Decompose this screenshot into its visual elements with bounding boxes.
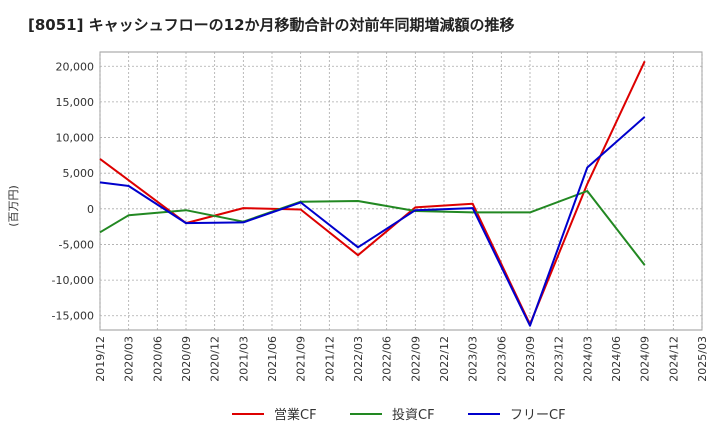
- y-tick-label: 0: [87, 203, 94, 216]
- y-tick-label: 15,000: [56, 96, 95, 109]
- y-tick-label: -15,000: [52, 310, 94, 323]
- x-tick-label: 2021/09: [295, 336, 308, 382]
- legend-label: フリーCF: [510, 408, 566, 423]
- x-tick-label: 2020/06: [151, 336, 164, 382]
- y-tick-label: 10,000: [56, 132, 95, 145]
- y-tick-label: -10,000: [52, 274, 94, 287]
- x-tick-label: 2022/12: [438, 336, 451, 382]
- legend-label: 営業CF: [274, 407, 317, 423]
- x-axis: 2019/12 2020/03 2020/06 2020/09 2020/12 2021/…: [94, 336, 709, 382]
- legend: 営業CF 投資CF フリーCF: [232, 407, 566, 423]
- x-tick-label: 2024/12: [667, 336, 680, 382]
- x-tick-label: 2024/06: [610, 336, 623, 382]
- y-tick-label: 20,000: [56, 60, 95, 73]
- x-tick-label: 2020/12: [209, 336, 222, 382]
- legend-item: フリーCF: [468, 408, 566, 423]
- y-axis-label: (百万円): [7, 185, 20, 227]
- grid: [99, 52, 703, 330]
- x-tick-label: 2020/09: [180, 336, 193, 382]
- x-tick-label: 2024/03: [581, 336, 594, 382]
- x-tick-label: 2019/12: [94, 336, 107, 382]
- y-tick-label: -5,000: [59, 238, 94, 251]
- chart-title: [8051] キャッシュフローの12か月移動合計の対前年同期増減額の推移: [28, 16, 515, 34]
- legend-label: 投資CF: [392, 407, 435, 423]
- legend-item: 営業CF: [232, 407, 317, 423]
- x-tick-label: 2021/12: [323, 336, 336, 382]
- y-tick-label: 5,000: [63, 167, 95, 180]
- x-tick-label: 2024/09: [639, 336, 652, 382]
- x-tick-label: 2023/12: [553, 336, 566, 382]
- x-tick-label: 2022/06: [381, 336, 394, 382]
- x-tick-label: 2022/03: [352, 336, 365, 382]
- legend-item: 投資CF: [350, 407, 435, 423]
- x-tick-label: 2022/09: [409, 336, 422, 382]
- x-tick-label: 2023/09: [524, 336, 537, 382]
- plot-area: [99, 51, 703, 331]
- x-tick-label: 2023/06: [495, 336, 508, 382]
- series-lines: [99, 60, 646, 327]
- x-tick-label: 2025/03: [696, 336, 709, 382]
- x-tick-label: 2023/03: [467, 336, 480, 382]
- y-axis: -15,000 -10,000 -5,000 0 5,000 10,000 15,000 20…: [52, 60, 94, 322]
- x-tick-label: 2021/03: [237, 336, 250, 382]
- x-tick-label: 2020/03: [123, 336, 136, 382]
- x-tick-label: 2021/06: [266, 336, 279, 382]
